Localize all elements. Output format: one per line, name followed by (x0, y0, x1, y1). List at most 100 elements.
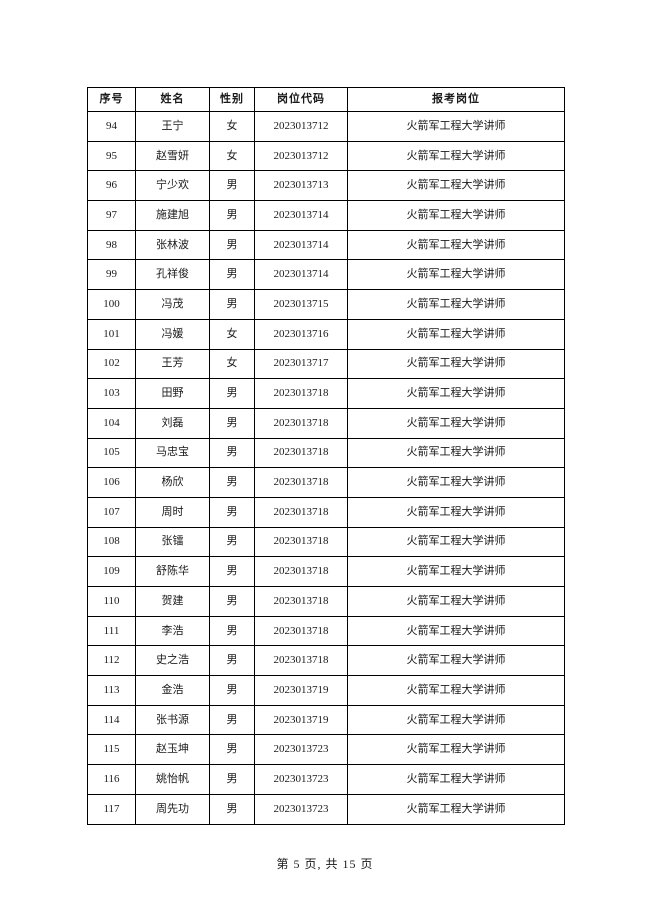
cell-name: 张镭 (135, 526, 210, 558)
cell-serial-number: 100 (87, 289, 136, 320)
cell-position-code: 2023013712 (254, 140, 348, 172)
cell-name: 舒陈华 (135, 556, 210, 587)
header-position-code: 岗位代码 (254, 87, 348, 112)
cell-applied-position: 火箭军工程大学讲师 (347, 378, 565, 409)
cell-gender: 男 (209, 407, 255, 439)
table-row: 110 贺建男 2023013718 火箭军工程大学讲师 (87, 586, 565, 617)
table-row: 114 张书源男 2023013719 火箭军工程大学讲师 (87, 704, 565, 736)
cell-position-code: 2023013714 (254, 229, 348, 261)
cell-gender: 男 (209, 259, 255, 291)
table-row: 107 周时男 2023013718 火箭军工程大学讲师 (87, 496, 565, 528)
cell-position-code: 2023013718 (254, 467, 348, 498)
cell-applied-position: 火箭军工程大学讲师 (347, 645, 565, 677)
cell-name: 贺建 (135, 586, 210, 617)
cell-applied-position: 火箭军工程大学讲师 (347, 556, 565, 587)
cell-serial-number: 112 (87, 645, 136, 677)
cell-position-code: 2023013714 (254, 259, 348, 291)
cell-name: 张林波 (135, 229, 210, 261)
cell-name: 李浩 (135, 615, 210, 647)
table-row: 99 孔祥俊男 2023013714 火箭军工程大学讲师 (87, 259, 565, 291)
cell-gender: 男 (209, 764, 255, 795)
table-row: 97 施建旭男 2023013714 火箭军工程大学讲师 (87, 200, 565, 231)
cell-applied-position: 火箭军工程大学讲师 (347, 496, 565, 528)
cell-applied-position: 火箭军工程大学讲师 (347, 615, 565, 647)
cell-applied-position: 火箭军工程大学讲师 (347, 318, 565, 350)
table-row: 101 冯媛女 2023013716 火箭军工程大学讲师 (87, 318, 565, 350)
cell-serial-number: 99 (87, 259, 136, 291)
table-row: 100 冯茂男 2023013715 火箭军工程大学讲师 (87, 289, 565, 320)
cell-gender: 男 (209, 467, 255, 498)
cell-position-code: 2023013718 (254, 615, 348, 647)
cell-applied-position: 火箭军工程大学讲师 (347, 437, 565, 469)
cell-name: 赵玉坤 (135, 734, 210, 766)
cell-serial-number: 114 (87, 704, 136, 736)
cell-position-code: 2023013718 (254, 586, 348, 617)
cell-applied-position: 火箭军工程大学讲师 (347, 289, 565, 320)
cell-applied-position: 火箭军工程大学讲师 (347, 734, 565, 766)
cell-gender: 男 (209, 289, 255, 320)
cell-gender: 女 (209, 140, 255, 172)
header-name: 姓名 (135, 87, 210, 112)
cell-name: 金浩 (135, 675, 210, 706)
cell-serial-number: 111 (87, 615, 136, 647)
cell-serial-number: 103 (87, 378, 136, 409)
cell-serial-number: 115 (87, 734, 136, 766)
table-row: 108 张镭男 2023013718 火箭军工程大学讲师 (87, 526, 565, 558)
cell-serial-number: 102 (87, 348, 136, 380)
cell-name: 姚怡帆 (135, 764, 210, 795)
table-row: 98 张林波男 2023013714 火箭军工程大学讲师 (87, 229, 565, 261)
cell-gender: 女 (209, 111, 255, 142)
cell-serial-number: 95 (87, 140, 136, 172)
table-header-row: 序号 姓名 性别 岗位代码 报考岗位 (87, 87, 565, 112)
cell-serial-number: 94 (87, 111, 136, 142)
candidate-table: 序号 姓名 性别 岗位代码 报考岗位 94 王宁女 2023013712 火箭军工程大… (87, 87, 565, 825)
cell-serial-number: 116 (87, 764, 136, 795)
cell-gender: 男 (209, 793, 255, 825)
cell-position-code: 2023013718 (254, 407, 348, 439)
table-body: 94 王宁女 2023013712 火箭军工程大学讲师 95 赵雪妍女 2023013712… (87, 111, 565, 825)
cell-serial-number: 107 (87, 496, 136, 528)
cell-name: 赵雪妍 (135, 140, 210, 172)
cell-applied-position: 火箭军工程大学讲师 (347, 170, 565, 202)
cell-applied-position: 火箭军工程大学讲师 (347, 675, 565, 706)
cell-applied-position: 火箭军工程大学讲师 (347, 704, 565, 736)
cell-gender: 男 (209, 645, 255, 677)
cell-name: 冯媛 (135, 318, 210, 350)
cell-serial-number: 101 (87, 318, 136, 350)
table-row: 112 史之浩男 2023013718 火箭军工程大学讲师 (87, 645, 565, 677)
table-row: 111 李浩男 2023013718 火箭军工程大学讲师 (87, 615, 565, 647)
table-row: 115 赵玉坤男 2023013723 火箭军工程大学讲师 (87, 734, 565, 766)
cell-gender: 男 (209, 526, 255, 558)
cell-name: 孔祥俊 (135, 259, 210, 291)
header-serial-number: 序号 (87, 87, 136, 112)
table-row: 116 姚怡帆男 2023013723 火箭军工程大学讲师 (87, 764, 565, 795)
cell-position-code: 2023013723 (254, 734, 348, 766)
table-header: 序号 姓名 性别 岗位代码 报考岗位 (87, 87, 565, 112)
cell-gender: 男 (209, 437, 255, 469)
cell-gender: 男 (209, 496, 255, 528)
cell-name: 史之浩 (135, 645, 210, 677)
table-row: 96 宁少欢男 2023013713 火箭军工程大学讲师 (87, 170, 565, 202)
cell-position-code: 2023013718 (254, 496, 348, 528)
table-row: 95 赵雪妍女 2023013712 火箭军工程大学讲师 (87, 140, 565, 172)
cell-applied-position: 火箭军工程大学讲师 (347, 348, 565, 380)
cell-name: 施建旭 (135, 200, 210, 231)
cell-position-code: 2023013718 (254, 556, 348, 587)
cell-position-code: 2023013718 (254, 526, 348, 558)
cell-serial-number: 105 (87, 437, 136, 469)
cell-gender: 男 (209, 704, 255, 736)
page-number-footer: 第 5 页, 共 15 页 (276, 857, 374, 871)
cell-applied-position: 火箭军工程大学讲师 (347, 764, 565, 795)
cell-position-code: 2023013723 (254, 793, 348, 825)
cell-gender: 男 (209, 615, 255, 647)
cell-name: 宁少欢 (135, 170, 210, 202)
cell-applied-position: 火箭军工程大学讲师 (347, 259, 565, 291)
cell-applied-position: 火箭军工程大学讲师 (347, 793, 565, 825)
cell-gender: 男 (209, 556, 255, 587)
cell-name: 刘磊 (135, 407, 210, 439)
cell-applied-position: 火箭军工程大学讲师 (347, 586, 565, 617)
cell-position-code: 2023013714 (254, 200, 348, 231)
cell-serial-number: 109 (87, 556, 136, 587)
cell-name: 冯茂 (135, 289, 210, 320)
